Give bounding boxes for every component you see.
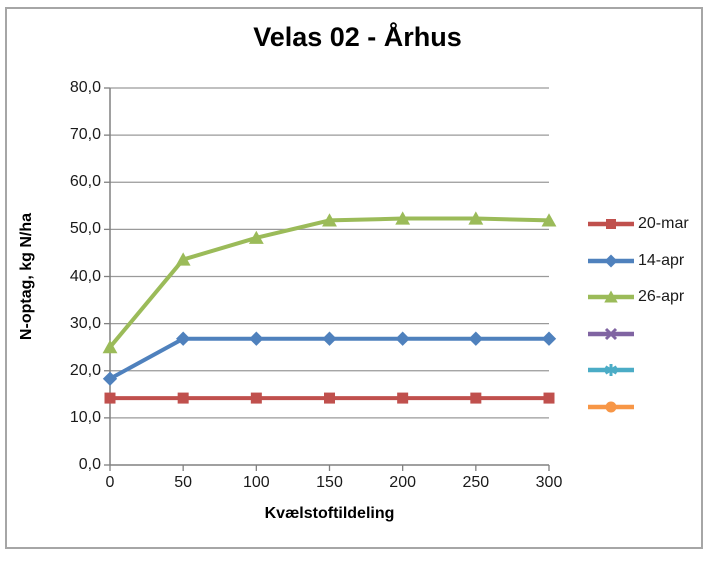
marker-square [470,392,482,404]
y-tick-label: 0,0 [78,456,101,473]
legend-marker-x [588,327,634,341]
marker-triangle [175,252,191,266]
y-tick-label: 40,0 [69,267,101,285]
x-tick-label: 0 [105,474,115,491]
marker-diamond [102,371,118,386]
marker-triangle [468,211,484,225]
marker-diamond [395,331,410,346]
x-axis-title: Kvælstoftildeling [264,505,395,522]
marker-diamond [249,331,264,346]
legend-item: 14-apr [588,251,684,271]
marker-square [324,392,335,404]
y-tick-label: 30,0 [69,314,101,332]
marker-circle [605,401,617,413]
marker-square [397,392,409,404]
marker-triangle [604,290,618,303]
legend-item [588,324,638,344]
marker-diamond [322,331,337,346]
marker-triangle [395,211,411,225]
marker-triangle [248,230,264,244]
x-tick-label: 50 [174,474,193,491]
legend-marker-asterisk [588,364,634,376]
legend-item: 20-mar [588,214,689,234]
marker-triangle [541,213,557,227]
marker-square [606,219,616,229]
marker-diamond [176,331,191,346]
legend-marker-circle [588,401,634,413]
x-tick-label: 150 [316,474,343,491]
chart-title: Velas 02 - Århus [253,22,462,52]
marker-square [543,392,555,404]
marker-diamond [468,331,483,346]
marker-x [604,327,618,341]
y-tick-label: 20,0 [69,361,101,379]
legend-item [588,397,638,417]
series-line-26-apr [108,216,550,349]
marker-diamond [604,254,618,268]
y-tick-label: 70,0 [69,126,101,144]
x-tick-label: 250 [462,474,490,491]
marker-asterisk [604,364,618,376]
marker-triangle [322,213,337,227]
legend-marker-square [588,219,634,229]
legend-label: 20-mar [638,215,689,232]
legend-label: 14-apr [638,252,685,269]
legend-marker-triangle [588,290,634,303]
legend-item [588,360,638,380]
legend-marker-diamond [588,254,634,268]
chart-frame[interactable] [5,7,703,549]
y-tick-label: 60,0 [69,173,101,191]
legend-item: 26-apr [588,287,684,307]
y-tick-label: 10,0 [69,408,101,426]
marker-diamond [541,331,557,346]
y-tick-label: 80,0 [69,79,101,96]
marker-square [250,392,262,404]
marker-triangle [102,340,118,354]
x-tick-label: 100 [242,474,270,491]
y-tick-label: 50,0 [69,220,101,238]
marker-square [104,392,116,404]
x-tick-label: 200 [389,474,416,491]
marker-square [177,392,189,404]
x-tick-label: 300 [535,474,563,491]
legend-label: 26-apr [638,288,685,305]
